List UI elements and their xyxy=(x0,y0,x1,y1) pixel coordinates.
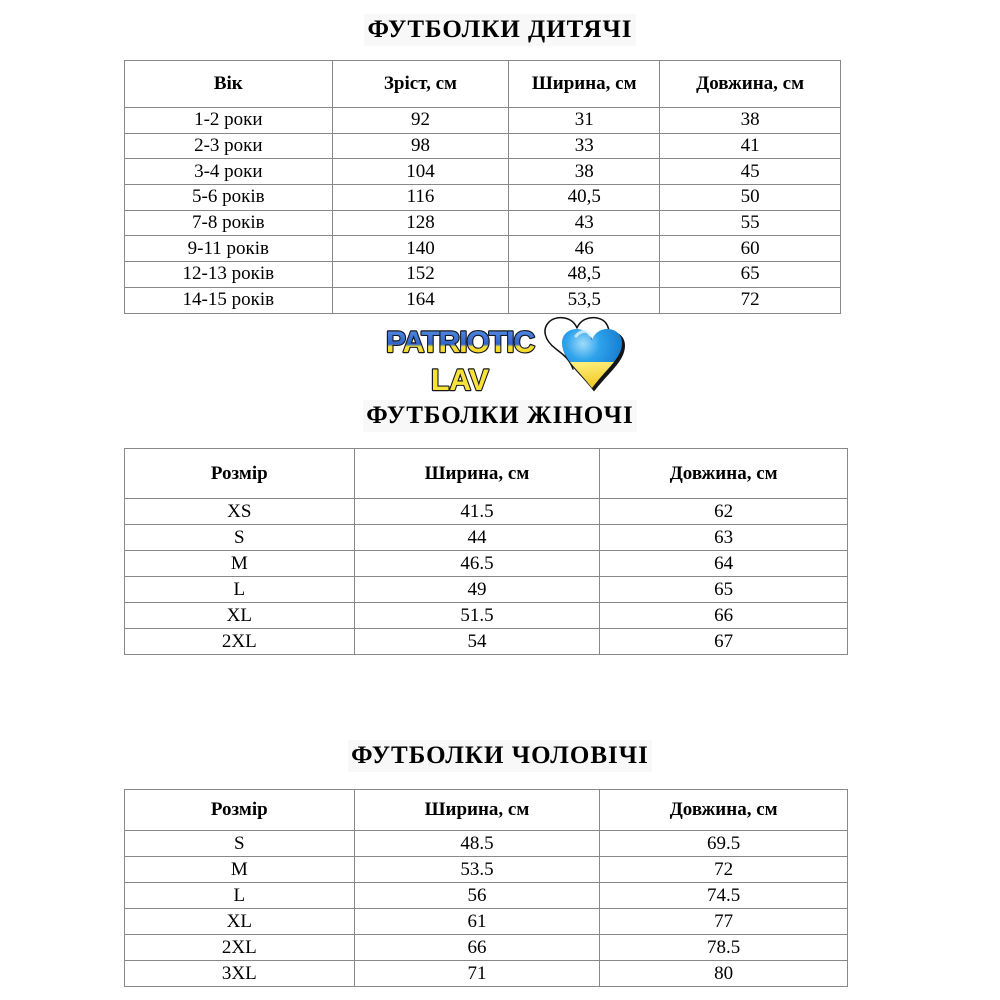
svg-text:LAV: LAV xyxy=(431,364,489,397)
svg-text:PATRIOTIC: PATRIOTIC xyxy=(386,326,535,359)
